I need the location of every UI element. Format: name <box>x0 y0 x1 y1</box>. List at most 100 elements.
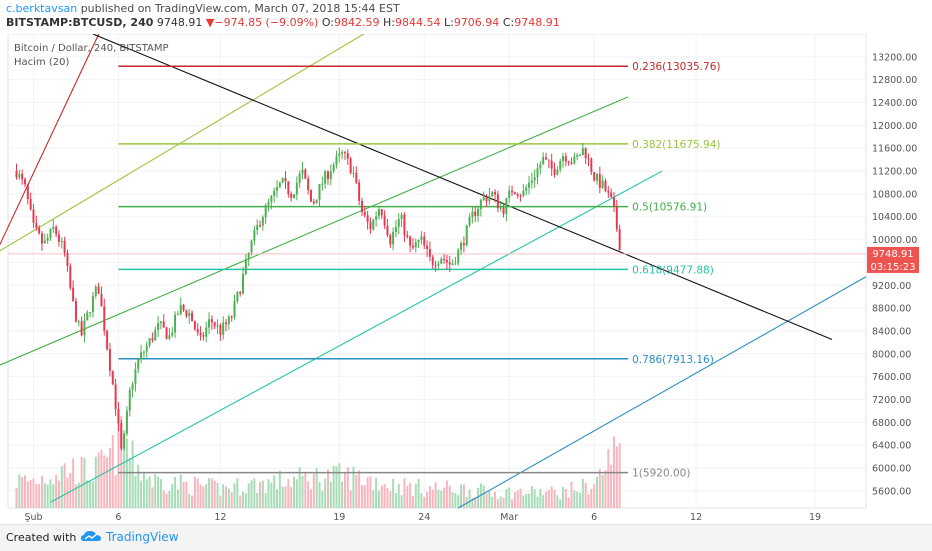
candle-body <box>216 325 219 327</box>
volume-bar <box>383 484 386 508</box>
symbol-label: BITSTAMP:BTCUSD, 240 <box>6 16 154 29</box>
candle-body <box>479 199 482 209</box>
volume-bar <box>386 488 389 508</box>
volume-bar <box>151 487 154 508</box>
volume-bar <box>352 466 355 508</box>
volume-bar <box>491 496 494 508</box>
candle-body <box>100 293 103 307</box>
y-tick-label: 5600.00 <box>872 486 911 497</box>
volume-bar <box>267 479 270 508</box>
candle-body <box>69 266 72 288</box>
candle-body <box>29 199 32 210</box>
chart-header: c.berktavsan published on TradingView.co… <box>0 0 932 34</box>
candle-body <box>338 153 341 157</box>
candle-body <box>106 331 109 350</box>
volume-bar <box>131 440 134 508</box>
y-tick-label: 7600.00 <box>872 372 911 383</box>
trendline[interactable] <box>50 170 663 503</box>
candle-body <box>607 191 610 193</box>
candle-body <box>556 169 559 175</box>
volume-bar <box>168 491 171 508</box>
candle-body <box>281 178 284 183</box>
low-label: L: <box>443 16 454 29</box>
candle-body <box>604 180 607 192</box>
candle-body <box>321 183 324 185</box>
candle-body <box>148 338 151 346</box>
y-tick-label: 13200.00 <box>872 52 917 63</box>
y-tick-label: 8800.00 <box>872 304 911 315</box>
candle-body <box>366 215 369 223</box>
volume-bar <box>366 477 369 508</box>
volume-bar <box>80 456 83 508</box>
author-link[interactable]: c.berktavsan <box>6 2 78 15</box>
candle-body <box>43 240 46 244</box>
volume-bar <box>256 492 259 508</box>
volume-bar <box>590 488 593 508</box>
candle-body <box>477 208 480 216</box>
volume-bar <box>536 496 539 508</box>
fib-label-0.786: 0.786(7913.16) <box>632 354 714 366</box>
candle-body <box>462 243 465 246</box>
tradingview-brand[interactable]: TradingView <box>106 530 179 544</box>
candle-body <box>411 245 414 248</box>
y-tick-label: 8000.00 <box>872 349 911 360</box>
candles <box>15 143 621 451</box>
x-tick-label: Şub <box>24 512 42 523</box>
candle-body <box>114 384 117 409</box>
candle-body <box>32 209 35 223</box>
candle-body <box>468 217 471 226</box>
volume-bar <box>179 474 182 508</box>
x-tick-label: 24 <box>418 512 430 523</box>
price-chart[interactable]: 0.236(13035.76) 0.382(11675.94) 0.5(10576.… <box>0 27 932 524</box>
candle-body <box>49 228 52 238</box>
candle-body <box>355 172 358 183</box>
volume-bar <box>346 467 349 508</box>
volume-bar <box>222 484 225 508</box>
trendline[interactable] <box>92 33 833 341</box>
candle-body <box>23 179 26 185</box>
volume-bar <box>545 491 548 508</box>
volume-bar <box>349 490 352 508</box>
candle-body <box>247 252 250 260</box>
volume-bar <box>533 489 536 508</box>
candle-body <box>108 349 111 371</box>
high-value: 9844.54 <box>394 16 441 29</box>
candle-body <box>360 200 363 212</box>
candle-body <box>89 311 92 313</box>
candle-body <box>346 153 349 159</box>
candle-body <box>145 345 148 352</box>
candle-body <box>363 211 366 216</box>
volume-bar <box>18 474 21 508</box>
publish-line: c.berktavsan published on TradingView.co… <box>6 2 400 15</box>
candle-body <box>375 216 378 220</box>
volume-bar <box>511 499 514 508</box>
volume-bar <box>293 476 295 508</box>
candle-body <box>519 195 522 197</box>
volume-bar <box>477 487 480 508</box>
price-axis[interactable]: 5600.00 6000.00 6400.00 6800.00 7200.00 7600.… <box>872 52 917 497</box>
volume-bar <box>318 482 321 508</box>
x-tick-label: 6 <box>115 512 121 523</box>
candle-body <box>324 171 327 184</box>
volume-bar <box>471 498 474 508</box>
candle-body <box>409 236 412 246</box>
trendline[interactable] <box>0 27 374 252</box>
time-axis[interactable]: Şub 6 12 19 24 Mar 6 12 19 <box>24 512 821 523</box>
fib-label-1: 1(5920.00) <box>632 468 690 480</box>
volume-bar <box>556 495 559 508</box>
volume-bar <box>394 493 397 508</box>
trendline[interactable] <box>457 276 867 509</box>
candle-body <box>386 225 389 236</box>
volume-bar <box>462 484 465 508</box>
candle-body <box>244 259 247 274</box>
candle-body <box>601 180 604 188</box>
candle-body <box>295 182 298 195</box>
tradingview-cloud-icon[interactable] <box>80 530 102 544</box>
candle-body <box>545 157 548 160</box>
candle-body <box>400 214 403 219</box>
trendline[interactable] <box>0 28 102 246</box>
chart-area[interactable]: 0.236(13035.76) 0.382(11675.94) 0.5(10576.… <box>0 27 932 524</box>
volume-bar <box>247 483 250 508</box>
candle-body <box>377 209 380 217</box>
y-tick-label: 9200.00 <box>872 281 911 292</box>
